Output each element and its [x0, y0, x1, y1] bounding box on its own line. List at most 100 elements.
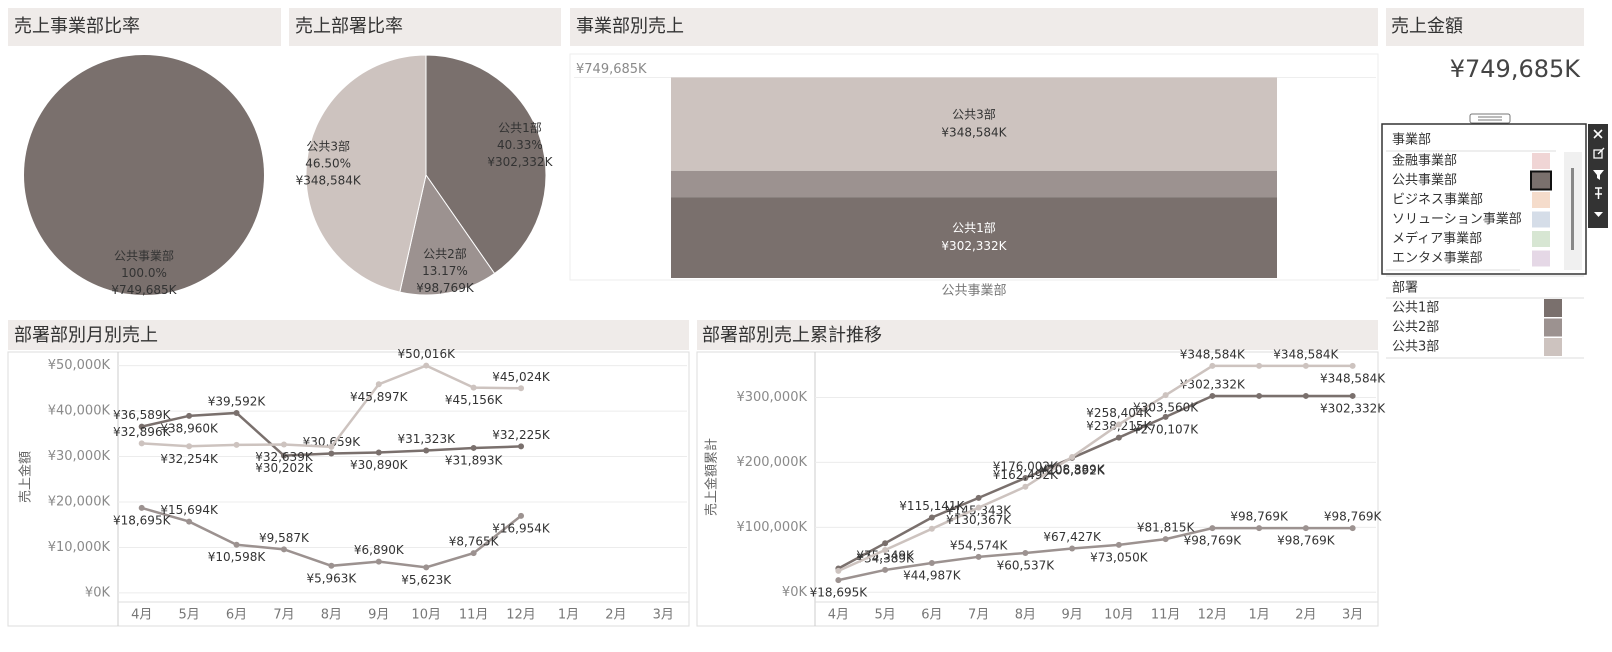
data-label: ¥9,587K [259, 531, 310, 545]
filter-item[interactable]: エンタメ事業部 [1392, 250, 1483, 266]
legend-item[interactable]: 公共3部 [1392, 340, 1439, 355]
data-label: ¥36,589K [113, 408, 172, 422]
pie-amount-label: ¥348,584K [296, 174, 362, 188]
y-tick-label: ¥20,000K [48, 495, 111, 510]
legend-item[interactable]: 公共2部 [1392, 320, 1439, 335]
x-tick-label: 10月 [411, 608, 441, 623]
filter-item[interactable]: ソリューション事業部 [1392, 211, 1522, 227]
panel-header [570, 8, 1378, 46]
data-label: ¥8,765K [449, 535, 500, 549]
filter-swatch[interactable] [1532, 192, 1550, 208]
filter-selected [1530, 170, 1552, 191]
x-tick-label: 1月 [1248, 608, 1269, 623]
menu-icon[interactable] [1594, 212, 1603, 217]
data-label: ¥30,890K [350, 458, 409, 472]
x-tick-label: 2月 [605, 608, 626, 623]
x-tick-label: 4月 [131, 608, 152, 623]
data-label: ¥75,549K [856, 549, 915, 563]
data-label: ¥31,323K [397, 432, 456, 446]
data-point [138, 423, 145, 430]
data-point [1162, 536, 1169, 543]
x-tick-label: 8月 [321, 608, 342, 623]
data-point [1022, 474, 1029, 481]
pie-slice [425, 54, 547, 275]
data-point [1069, 453, 1076, 460]
x-tick-label: 9月 [368, 608, 389, 623]
data-label: ¥258,404K [1086, 406, 1152, 420]
data-point [1256, 525, 1263, 532]
data-label: ¥162,492K [993, 468, 1059, 482]
popout-icon[interactable] [1593, 147, 1605, 159]
data-point [928, 525, 935, 532]
data-label: ¥348,584K [1273, 347, 1339, 361]
legend-swatch[interactable] [1544, 318, 1562, 337]
data-label: ¥81,815K [1137, 521, 1196, 535]
panel-title: 売上事業部比率 [14, 16, 140, 37]
x-tick-label: 公共事業部 [941, 283, 1006, 299]
data-label: ¥31,893K [445, 453, 504, 467]
data-label: ¥45,024K [492, 370, 551, 384]
data-point [1256, 392, 1263, 399]
filter-item[interactable]: メディア事業部 [1392, 231, 1482, 247]
y-axis-label: 売上金額累計 [704, 438, 720, 516]
data-point [1115, 421, 1122, 428]
filter-item[interactable]: 公共事業部 [1392, 172, 1457, 188]
y-tick-label: ¥0K [85, 585, 111, 600]
pie-percent-label: 46.50% [305, 157, 351, 171]
data-label: ¥5,623K [401, 573, 452, 587]
data-point [882, 546, 889, 553]
bar-segment [671, 170, 1277, 198]
plot-frame [696, 351, 1379, 627]
scrollbar-thumb[interactable] [1571, 168, 1574, 250]
data-point [835, 567, 842, 574]
data-label: ¥60,537K [997, 558, 1056, 572]
filter-swatch[interactable] [1532, 231, 1550, 247]
data-point [1302, 525, 1309, 532]
data-label: ¥18,695K [810, 586, 869, 600]
bar-value-label: ¥302,332K [941, 239, 1007, 253]
data-point [928, 514, 935, 521]
legend-swatch[interactable] [1544, 338, 1562, 356]
pie-category-label: 公共3部 [306, 139, 350, 154]
data-point [423, 362, 430, 369]
data-point [280, 441, 287, 448]
data-point [1162, 413, 1169, 420]
filter-swatch[interactable] [1532, 153, 1550, 169]
filter-item[interactable]: ビジネス事業部 [1392, 192, 1483, 208]
data-label: ¥32,639K [255, 450, 314, 464]
data-label: ¥16,954K [492, 521, 551, 535]
data-point [138, 440, 145, 447]
data-point [1115, 541, 1122, 548]
legend-swatch[interactable] [1544, 299, 1562, 317]
filter-swatch[interactable] [1532, 250, 1550, 267]
x-tick-label: 6月 [226, 608, 247, 623]
filter-swatch[interactable] [1532, 211, 1550, 228]
x-tick-label: 12月 [1198, 608, 1228, 623]
data-point [882, 566, 889, 573]
filter-icon[interactable] [1593, 170, 1604, 180]
data-label: ¥98,769K [1324, 510, 1383, 524]
filter-swatch[interactable] [1532, 172, 1550, 189]
legend-item[interactable]: 公共1部 [1392, 301, 1439, 316]
x-tick-label: 2月 [1295, 608, 1316, 623]
data-point [975, 553, 982, 560]
data-point [882, 540, 889, 547]
data-point [1069, 545, 1076, 552]
panel-header [289, 8, 561, 46]
data-point [233, 541, 240, 548]
data-point [470, 550, 477, 557]
filter-item[interactable]: 金融事業部 [1392, 153, 1457, 169]
pin-icon[interactable] [1595, 187, 1602, 199]
close-icon[interactable] [1593, 129, 1603, 139]
data-point [328, 562, 335, 569]
data-point [138, 504, 145, 511]
x-tick-label: 10月 [1104, 608, 1134, 623]
pie-category-label: 公共事業部 [114, 248, 174, 263]
data-point [1349, 392, 1356, 399]
y-tick-label: ¥749,685K [576, 62, 647, 77]
data-label: ¥115,141K [899, 499, 965, 513]
data-point [186, 412, 193, 419]
x-tick-label: 8月 [1015, 608, 1036, 623]
drag-handle[interactable] [1469, 113, 1511, 124]
